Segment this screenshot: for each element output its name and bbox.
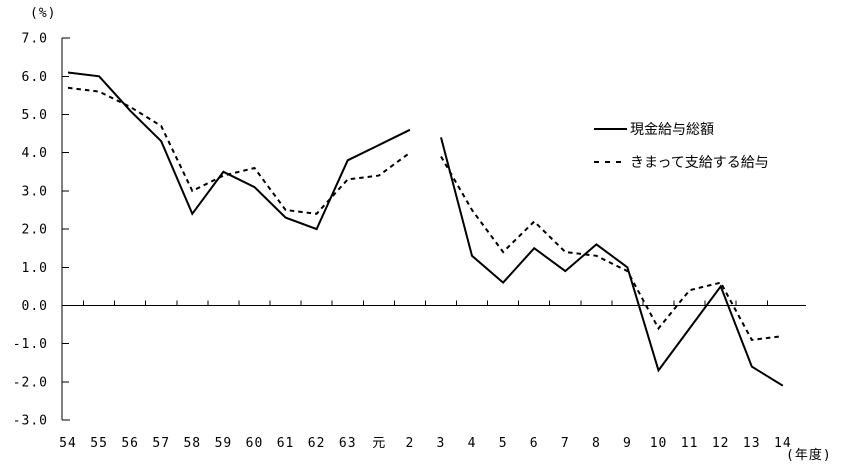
dotted-line-sample xyxy=(594,161,627,163)
x-axis-tick-label: 56 xyxy=(121,436,139,451)
solid-line-sample xyxy=(594,128,627,130)
x-axis-tick-label: 14 xyxy=(774,436,792,451)
legend-item-total-cash: 現金給与総額 xyxy=(594,121,769,138)
y-axis-tick-label: 3.0 xyxy=(22,184,48,199)
x-axis-tick-label: 4 xyxy=(468,436,477,451)
x-axis-tick-label: 2 xyxy=(405,436,414,451)
x-axis-tick-label: 元 xyxy=(372,436,385,451)
x-axis-tick-label: 54 xyxy=(59,436,77,451)
x-axis-tick-label: 6 xyxy=(530,436,539,451)
y-axis-tick-label: 2.0 xyxy=(22,223,48,238)
series-scheduled-pay-line-1 xyxy=(67,86,411,215)
y-axis-tick-label: -2.0 xyxy=(13,375,48,390)
series-scheduled-pay-line-2 xyxy=(440,155,783,341)
y-axis-tick-label: -1.0 xyxy=(13,337,48,352)
y-axis-tick-label: 0.0 xyxy=(22,299,48,314)
x-axis-tick-label: 62 xyxy=(308,436,326,451)
series-total-cash-line-2 xyxy=(440,137,784,387)
x-axis-tick-label: 9 xyxy=(623,436,632,451)
x-axis-tick-label: 3 xyxy=(437,436,446,451)
y-axis-unit-label: (%) xyxy=(30,6,57,21)
x-axis-tick-label: 57 xyxy=(152,436,170,451)
x-axis-tick-label: 10 xyxy=(650,436,668,451)
x-axis-tick-label: 63 xyxy=(339,436,357,451)
x-axis-tick-label: 59 xyxy=(215,436,233,451)
y-axis-tick-label: 6.0 xyxy=(22,70,48,85)
y-axis-tick-label: 4.0 xyxy=(22,146,48,161)
x-axis-tick-label: 12 xyxy=(712,436,730,451)
x-axis-tick-label: 13 xyxy=(743,436,761,451)
legend: 現金給与総額 きまって支給する給与 xyxy=(594,121,769,171)
x-axis-tick-label: 5 xyxy=(499,436,508,451)
legend-label-scheduled-pay: きまって支給する給与 xyxy=(630,155,769,171)
legend-item-scheduled-pay: きまって支給する給与 xyxy=(594,154,769,171)
x-axis-tick-label: 61 xyxy=(277,436,295,451)
x-axis-tick-label: 60 xyxy=(246,436,264,451)
x-axis-unit-label: (年度) xyxy=(786,448,832,463)
y-axis-tick-label: 5.0 xyxy=(22,108,48,123)
legend-label-total-cash: 現金給与総額 xyxy=(630,122,714,138)
x-axis-tick-label: 55 xyxy=(90,436,108,451)
x-axis-tick-label: 7 xyxy=(561,436,570,451)
y-axis-tick-label: -3.0 xyxy=(13,414,48,429)
x-axis-tick-label: 58 xyxy=(183,436,201,451)
y-axis-tick-label: 1.0 xyxy=(22,261,48,276)
x-axis-tick-label: 11 xyxy=(681,436,699,451)
y-axis-tick-label: 7.0 xyxy=(22,32,48,47)
series-total-cash-line-1 xyxy=(67,71,411,231)
x-axis-tick-label: 8 xyxy=(592,436,601,451)
